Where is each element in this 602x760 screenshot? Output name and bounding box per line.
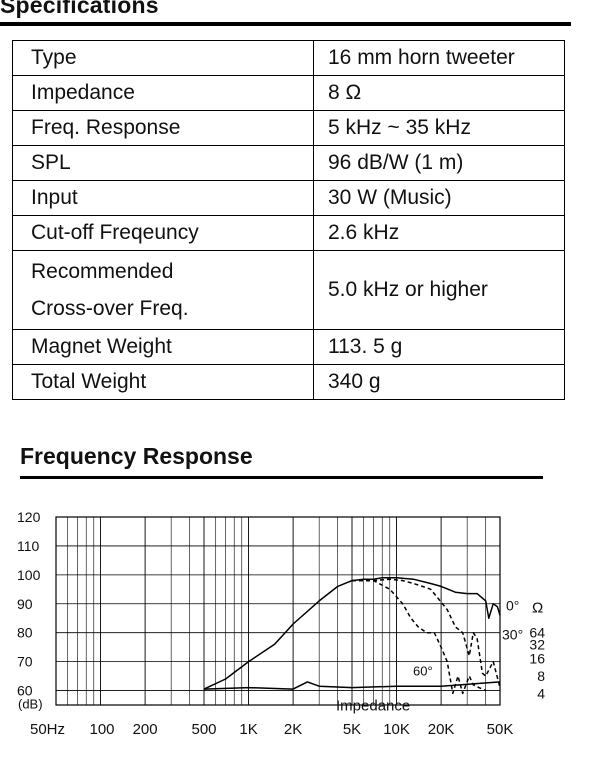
x-tick-label: 200 <box>133 721 158 738</box>
y-tick-label: 60 <box>17 683 33 699</box>
spec-label: Cut-off Freqeuncy <box>12 215 314 251</box>
spec-label: Magnet Weight <box>12 329 314 365</box>
spec-label: Input <box>12 180 314 216</box>
x-tick-label: 1K <box>239 721 257 738</box>
spec-label: Total Weight <box>12 364 314 400</box>
spec-label: Type <box>12 40 314 76</box>
y-tick-label: 100 <box>17 567 41 583</box>
y-tick-label: 120 <box>17 509 41 525</box>
spec-row-magnet-weight: Magnet Weight 113. 5 g <box>12 329 565 365</box>
annotation-0deg: 0° <box>506 598 519 614</box>
spec-label-line1: Recommended <box>31 260 174 283</box>
spec-value: 8 Ω <box>313 75 565 111</box>
specifications-table: Type 16 mm horn tweeter Impedance 8 Ω Fr… <box>12 40 565 400</box>
y-unit-label: (dB) <box>18 697 43 712</box>
series-line-60- <box>352 579 486 695</box>
spec-row-total-weight: Total Weight 340 g <box>12 364 565 400</box>
spec-row-impedance: Impedance 8 Ω <box>12 75 565 111</box>
x-tick-label: 50K <box>487 721 514 738</box>
specifications-rule <box>0 22 571 26</box>
spec-row-spl: SPL 96 dB/W (1 m) <box>12 145 565 181</box>
series-line-0- <box>203 576 501 690</box>
spec-value: 96 dB/W (1 m) <box>313 145 565 181</box>
impedance-tick-label: 4 <box>537 685 545 701</box>
x-tick-label: 100 <box>89 721 114 738</box>
spec-label-line2: Cross-over Freq. <box>31 297 189 320</box>
annotation-impedance: Impedance <box>336 698 410 715</box>
impedance-tick-label: 8 <box>537 668 545 684</box>
frequency-response-rule <box>20 476 543 479</box>
impedance-tick-label: 32 <box>529 636 545 652</box>
spec-row-crossover: Recommended Cross-over Freq. 5.0 kHz or … <box>12 250 565 330</box>
spec-row-freq-response: Freq. Response 5 kHz ~ 35 kHz <box>12 110 565 146</box>
plot-frame <box>55 516 501 706</box>
spec-value: 16 mm horn tweeter <box>313 40 565 76</box>
spec-value: 5 kHz ~ 35 kHz <box>313 110 565 146</box>
x-tick-label: 2K <box>284 721 302 738</box>
y-tick-label: 70 <box>17 654 33 670</box>
spec-row-cutoff: Cut-off Freqeuncy 2.6 kHz <box>12 215 565 251</box>
x-tick-label: 500 <box>191 721 216 738</box>
spec-value: 113. 5 g <box>313 329 565 365</box>
spec-row-input: Input 30 W (Music) <box>12 180 565 216</box>
impedance-tick-label: 64 <box>529 625 545 641</box>
x-tick-label: 20K <box>428 721 455 738</box>
spec-value: 2.6 kHz <box>313 215 565 251</box>
y-tick-label: 80 <box>17 625 33 641</box>
annotation-30deg: 30° <box>502 627 523 643</box>
impedance-tick-label: 16 <box>529 651 545 667</box>
series-line-impedance <box>203 681 501 690</box>
y-tick-label: 90 <box>17 596 33 612</box>
spec-value: 30 W (Music) <box>313 180 565 216</box>
frequency-response-chart: 120 110 100 90 80 70 60(dB) 50Hz 100 200 500 1K 2K 5K… <box>17 509 545 738</box>
frequency-response-title: Frequency Response <box>20 443 253 469</box>
annotation-60deg: 60° <box>413 664 433 679</box>
series-line-30- <box>352 578 501 688</box>
spec-label: Freq. Response <box>12 110 314 146</box>
y-tick-label: 110 <box>17 538 40 554</box>
impedance-unit-label: Ω <box>532 600 543 617</box>
x-tick-label: 50Hz <box>30 721 65 738</box>
spec-row-type: Type 16 mm horn tweeter <box>12 40 565 76</box>
x-tick-label: 10K <box>383 721 410 738</box>
spec-label: SPL <box>12 145 314 181</box>
spec-value: 5.0 kHz or higher <box>313 250 565 330</box>
spec-label: Impedance <box>12 75 314 111</box>
spec-label: Recommended Cross-over Freq. <box>12 250 314 330</box>
x-tick-label: 5K <box>343 721 361 738</box>
spec-value: 340 g <box>313 364 565 400</box>
specifications-title: Specifications <box>0 0 159 18</box>
